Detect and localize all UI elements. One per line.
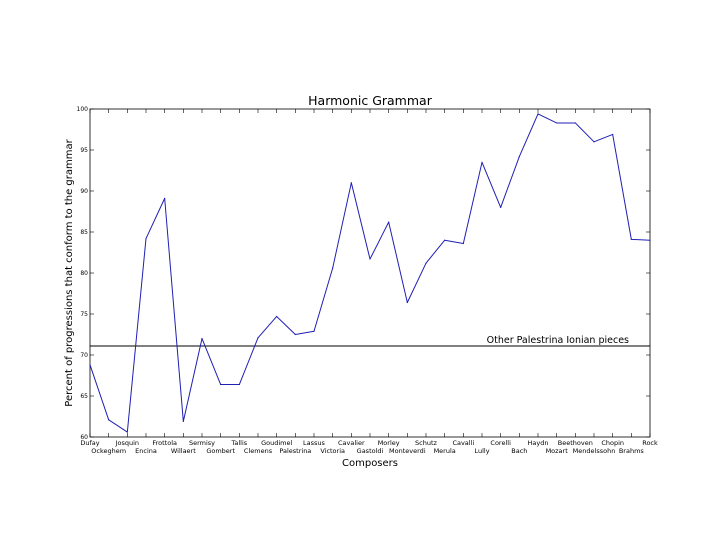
data-point — [649, 239, 651, 241]
data-point — [164, 197, 166, 199]
data-point — [630, 238, 632, 240]
x-tick-label: Cavalli — [452, 439, 474, 447]
data-point — [108, 419, 110, 421]
x-tick-label: Chopin — [601, 439, 624, 447]
x-tick-label: Mozart — [546, 447, 569, 455]
data-point — [182, 420, 184, 423]
data-point — [276, 315, 278, 318]
x-tick-label: Brahms — [619, 447, 645, 455]
y-axis-label: Percent of progressions that conform to … — [64, 138, 75, 406]
series-group — [89, 113, 651, 433]
x-tick-label: Haydn — [528, 439, 549, 447]
data-point — [406, 301, 408, 304]
data-point — [201, 338, 203, 340]
x-tick-label: Encina — [135, 447, 157, 455]
chart-title: Harmonic Grammar — [308, 93, 433, 108]
y-tick-label: 70 — [80, 352, 88, 359]
x-tick-label: Dufay — [80, 439, 99, 447]
data-point — [500, 206, 502, 208]
data-point — [425, 262, 427, 264]
data-point — [462, 242, 464, 245]
x-tick-label: Ockeghem — [91, 447, 126, 455]
data-point — [593, 141, 595, 143]
x-tick-label: Monteverdi — [389, 447, 426, 455]
x-tick-label: Gastoldi — [357, 447, 384, 455]
y-tick-label: 75 — [80, 311, 88, 318]
x-tick-label: Clemens — [244, 447, 273, 455]
x-tick-label: Morley — [378, 439, 400, 447]
data-point — [444, 239, 446, 241]
data-point — [350, 182, 352, 184]
x-axis-label: Composers — [342, 458, 398, 469]
data-point — [294, 333, 296, 336]
data-point — [313, 330, 315, 332]
x-tick-label: Cavalier — [338, 439, 365, 447]
data-point — [145, 237, 147, 240]
y-tick-label: 85 — [80, 229, 88, 236]
reference-line-label: Other Palestrina Ionian pieces — [487, 335, 629, 346]
y-tick-label: 60 — [80, 434, 88, 441]
x-tick-label: Lassus — [303, 439, 325, 447]
x-tick-label: Merula — [434, 447, 456, 455]
data-point — [574, 122, 576, 124]
data-point — [481, 161, 483, 163]
data-point — [126, 431, 128, 433]
x-tick-label: Willaert — [171, 447, 196, 455]
data-point — [556, 122, 558, 124]
x-tick-label: Corelli — [490, 439, 511, 447]
data-point — [369, 258, 371, 260]
y-axis-ticks: 60 65 70 75 80 85 90 95 100 — [77, 106, 650, 441]
data-point — [257, 337, 259, 339]
x-tick-label: Goudimel — [261, 439, 292, 447]
x-tick-label: Lully — [474, 447, 489, 455]
x-tick-label: Palestrina — [279, 447, 311, 455]
x-tick-label: Rock — [642, 439, 658, 447]
y-tick-label: 80 — [80, 270, 88, 277]
x-tick-label: Tallis — [230, 439, 247, 447]
y-tick-label: 65 — [80, 393, 88, 400]
data-point — [612, 133, 614, 136]
reference-line-group: Other Palestrina Ionian pieces — [90, 335, 650, 347]
x-axis-ticks: DufayOckeghemJosquinEncinaFrottolaWillae… — [80, 109, 658, 455]
y-tick-label: 90 — [80, 188, 88, 195]
x-tick-label: Victoria — [320, 447, 345, 455]
data-point — [537, 113, 539, 115]
plot-area — [89, 108, 651, 438]
data-point — [388, 221, 390, 223]
y-tick-label: 100 — [77, 106, 89, 113]
data-point — [518, 155, 520, 158]
y-tick-label: 95 — [80, 147, 88, 154]
data-point — [220, 383, 222, 386]
x-tick-label: Bach — [511, 447, 527, 455]
data-point — [238, 383, 240, 386]
x-tick-label: Mendelssohn — [573, 447, 616, 455]
x-tick-label: Frottola — [152, 439, 177, 447]
x-tick-label: Josquin — [115, 439, 139, 447]
x-tick-label: Schutz — [415, 439, 437, 447]
x-tick-label: Sermisy — [189, 439, 215, 447]
x-tick-label: Gombert — [206, 447, 235, 455]
data-point — [332, 267, 334, 269]
data-point — [89, 364, 91, 366]
x-tick-label: Beethoven — [558, 439, 593, 447]
